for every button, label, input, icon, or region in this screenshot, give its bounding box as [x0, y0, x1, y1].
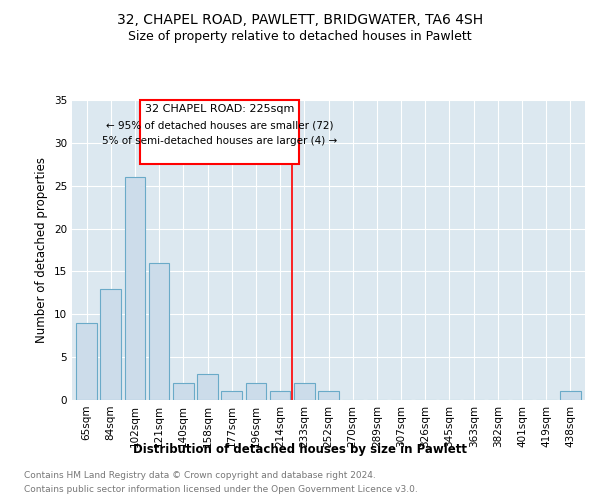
Bar	[173, 383, 194, 400]
Bar	[221, 392, 242, 400]
Bar	[100, 288, 121, 400]
Text: 32 CHAPEL ROAD: 225sqm: 32 CHAPEL ROAD: 225sqm	[145, 104, 294, 115]
Text: Size of property relative to detached houses in Pawlett: Size of property relative to detached ho…	[128, 30, 472, 43]
Bar	[245, 383, 266, 400]
Text: Contains public sector information licensed under the Open Government Licence v3: Contains public sector information licen…	[24, 485, 418, 494]
Text: Distribution of detached houses by size in Pawlett: Distribution of detached houses by size …	[133, 442, 467, 456]
Bar	[270, 392, 290, 400]
Bar	[197, 374, 218, 400]
Bar	[140, 100, 299, 164]
Bar	[318, 392, 339, 400]
Bar	[149, 263, 169, 400]
Text: ← 95% of detached houses are smaller (72): ← 95% of detached houses are smaller (72…	[106, 120, 334, 130]
Bar	[294, 383, 314, 400]
Text: 32, CHAPEL ROAD, PAWLETT, BRIDGWATER, TA6 4SH: 32, CHAPEL ROAD, PAWLETT, BRIDGWATER, TA…	[117, 12, 483, 26]
Bar	[76, 323, 97, 400]
Y-axis label: Number of detached properties: Number of detached properties	[35, 157, 49, 343]
Bar	[125, 177, 145, 400]
Text: Contains HM Land Registry data © Crown copyright and database right 2024.: Contains HM Land Registry data © Crown c…	[24, 471, 376, 480]
Bar	[560, 392, 581, 400]
Text: 5% of semi-detached houses are larger (4) →: 5% of semi-detached houses are larger (4…	[102, 136, 337, 146]
